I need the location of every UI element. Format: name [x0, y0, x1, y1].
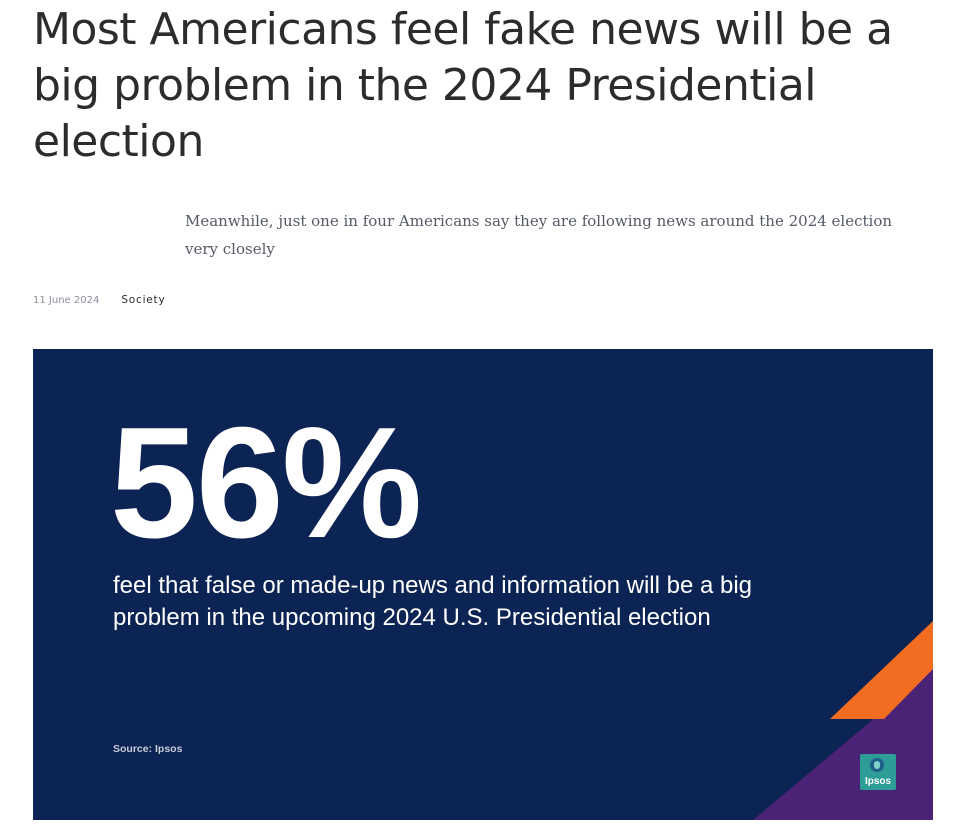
- ipsos-logo-text: Ipsos: [864, 776, 892, 787]
- article-meta: 11 June 2024 Society: [33, 292, 165, 308]
- headline-statistic: 56%: [110, 395, 422, 571]
- article-headline: Most Americans feel fake news will be a …: [33, 4, 893, 167]
- source-note: Source: Ipsos: [113, 743, 183, 755]
- publish-date: 11 June 2024: [33, 294, 100, 306]
- hero-infographic: 56% feel that false or made-up news and …: [33, 349, 933, 820]
- category-tag-link[interactable]: Society: [121, 294, 166, 306]
- ipsos-logo-icon: [870, 758, 884, 772]
- ipsos-logo: Ipsos: [860, 754, 896, 790]
- statistic-caption: feel that false or made-up news and info…: [113, 572, 753, 631]
- orange-corner-stripe: [830, 621, 933, 719]
- article-standfirst: Meanwhile, just one in four Americans sa…: [185, 212, 893, 258]
